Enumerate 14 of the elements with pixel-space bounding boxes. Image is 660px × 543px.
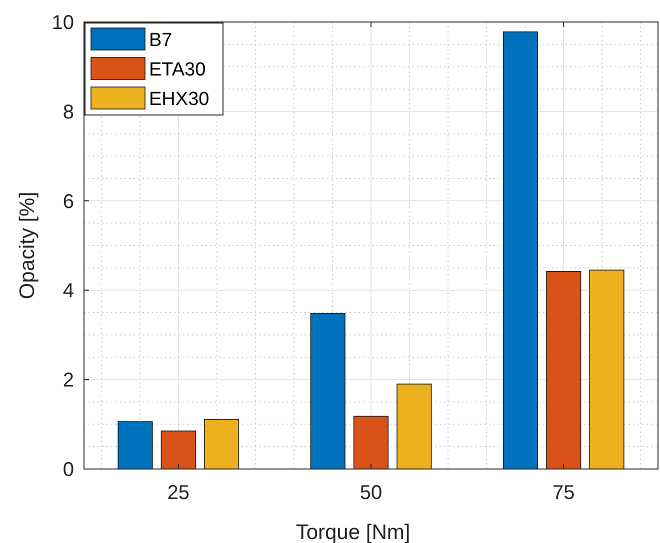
legend-label: B7 bbox=[149, 30, 172, 51]
y-tick-label: 2 bbox=[62, 370, 74, 392]
y-tick-label: 4 bbox=[62, 280, 74, 302]
x-tick-label: 25 bbox=[167, 482, 190, 504]
y-axis-title: Opacity [%] bbox=[16, 192, 39, 300]
y-tick-label: 6 bbox=[62, 190, 74, 213]
x-axis-title: Torque [Nm] bbox=[296, 521, 410, 543]
legend-label: ETA30 bbox=[149, 59, 206, 80]
y-tick-label: 10 bbox=[52, 12, 74, 34]
y-tick-label: 0 bbox=[62, 459, 74, 481]
legend-label: EHX30 bbox=[149, 88, 210, 110]
x-tick-label: 50 bbox=[360, 482, 382, 504]
x-tick-label: 75 bbox=[552, 482, 575, 504]
y-tick-label: 8 bbox=[62, 101, 74, 124]
